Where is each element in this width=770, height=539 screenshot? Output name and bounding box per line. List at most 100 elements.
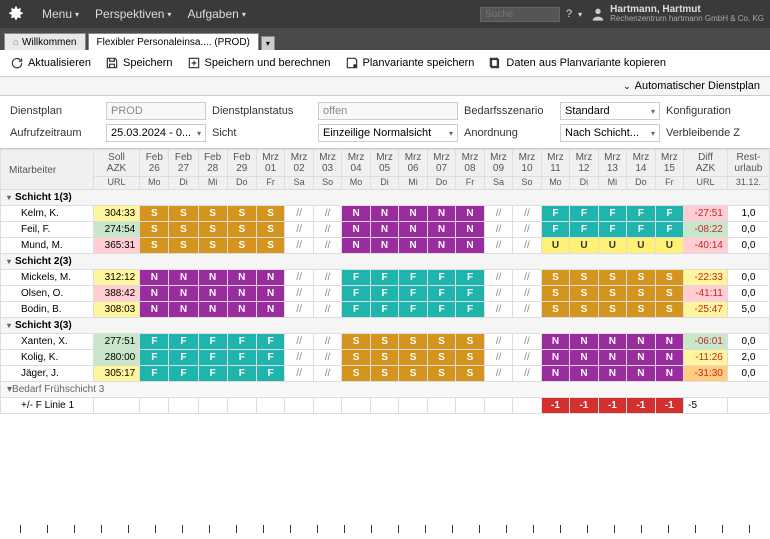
shift-cell[interactable]: N (570, 334, 598, 350)
shift-cell[interactable]: N (227, 286, 256, 302)
shift-cell[interactable]: // (513, 366, 541, 382)
shift-cell[interactable]: S (370, 350, 398, 366)
shift-cell[interactable]: S (256, 238, 284, 254)
shift-cell[interactable]: F (140, 350, 169, 366)
shift-cell[interactable]: F (256, 350, 284, 366)
shift-cell[interactable]: S (541, 286, 569, 302)
shift-cell[interactable]: S (399, 350, 427, 366)
shift-cell[interactable]: N (456, 238, 484, 254)
shift-cell[interactable]: // (484, 286, 512, 302)
shift-cell[interactable]: N (227, 270, 256, 286)
shift-cell[interactable]: // (513, 270, 541, 286)
shift-cell[interactable]: // (313, 334, 341, 350)
shift-cell[interactable]: N (256, 302, 284, 318)
shift-cell[interactable]: F (427, 286, 455, 302)
shift-cell[interactable]: F (570, 206, 598, 222)
shift-cell[interactable]: F (169, 334, 198, 350)
table-row[interactable]: Olsen, O.388:42NNNNN////FFFFF////SSSSS-4… (1, 286, 770, 302)
shift-cell[interactable]: N (256, 286, 284, 302)
shift-cell[interactable]: N (456, 222, 484, 238)
tab-dropdown[interactable]: ▾ (261, 36, 275, 50)
shift-cell[interactable]: N (427, 206, 455, 222)
shift-cell[interactable]: F (456, 270, 484, 286)
shift-cell[interactable]: // (285, 286, 313, 302)
shift-cell[interactable]: N (399, 238, 427, 254)
shift-cell[interactable]: // (513, 286, 541, 302)
demand-group-row[interactable]: ▾Bedarf Frühschicht 3 (1, 382, 770, 398)
group-row[interactable]: ▾Schicht 2(3) (1, 254, 770, 270)
menu-perspectives[interactable]: Perspektiven▾ (87, 7, 179, 21)
shift-cell[interactable]: // (513, 238, 541, 254)
shift-cell[interactable]: N (198, 302, 227, 318)
shift-cell[interactable]: F (655, 222, 683, 238)
shift-cell[interactable]: F (456, 302, 484, 318)
shift-cell[interactable]: // (313, 238, 341, 254)
shift-cell[interactable]: // (513, 350, 541, 366)
shift-cell[interactable]: S (627, 270, 655, 286)
shift-cell[interactable]: F (570, 222, 598, 238)
menu-tasks[interactable]: Aufgaben▾ (179, 7, 253, 21)
shift-cell[interactable]: N (342, 222, 370, 238)
shift-cell[interactable]: N (598, 334, 626, 350)
shift-cell[interactable]: // (285, 350, 313, 366)
shift-cell[interactable]: S (541, 270, 569, 286)
shift-cell[interactable]: // (313, 206, 341, 222)
shift-cell[interactable]: F (198, 334, 227, 350)
shift-cell[interactable]: F (399, 302, 427, 318)
shift-cell[interactable]: N (169, 270, 198, 286)
shift-cell[interactable]: N (370, 222, 398, 238)
shift-cell[interactable]: // (313, 302, 341, 318)
shift-cell[interactable]: F (598, 206, 626, 222)
save-plan-button[interactable]: Planvariante speichern (345, 56, 475, 70)
group-row[interactable]: ▾Schicht 3(3) (1, 318, 770, 334)
shift-cell[interactable]: U (655, 238, 683, 254)
shift-cell[interactable]: S (342, 366, 370, 382)
shift-cell[interactable]: // (313, 350, 341, 366)
shift-cell[interactable]: N (456, 206, 484, 222)
shift-cell[interactable]: N (399, 222, 427, 238)
save-calc-button[interactable]: Speichern und berechnen (187, 56, 331, 70)
shift-cell[interactable]: S (456, 366, 484, 382)
table-row[interactable]: Feil, F.274:54SSSSS////NNNNN////FFFFF-08… (1, 222, 770, 238)
shift-cell[interactable]: F (256, 366, 284, 382)
shift-cell[interactable]: F (399, 286, 427, 302)
shift-cell[interactable]: U (541, 238, 569, 254)
table-row[interactable]: Jäger, J.305:17FFFFF////SSSSS////NNNNN-3… (1, 366, 770, 382)
shift-cell[interactable]: N (342, 238, 370, 254)
shift-cell[interactable]: S (140, 238, 169, 254)
shift-cell[interactable]: S (627, 302, 655, 318)
shift-cell[interactable]: // (313, 366, 341, 382)
shift-cell[interactable]: U (627, 238, 655, 254)
shift-cell[interactable]: S (598, 270, 626, 286)
shift-cell[interactable]: // (285, 222, 313, 238)
sicht-select[interactable]: Einzeilige Normalsicht▾ (318, 124, 458, 142)
shift-cell[interactable]: N (541, 334, 569, 350)
copy-plan-button[interactable]: Daten aus Planvariante kopieren (488, 56, 666, 70)
shift-cell[interactable]: S (399, 366, 427, 382)
shift-cell[interactable]: N (198, 270, 227, 286)
refresh-button[interactable]: Aktualisieren (10, 56, 91, 70)
table-row[interactable]: Kelm, K.304:33SSSSS////NNNNN////FFFFF-27… (1, 206, 770, 222)
shift-cell[interactable]: F (427, 302, 455, 318)
shift-cell[interactable]: S (570, 286, 598, 302)
table-row[interactable]: Xanten, X.277:51FFFFF////SSSSS////NNNNN-… (1, 334, 770, 350)
shift-cell[interactable]: N (655, 350, 683, 366)
shift-cell[interactable]: F (427, 270, 455, 286)
shift-cell[interactable]: F (256, 334, 284, 350)
shift-cell[interactable]: S (570, 270, 598, 286)
shift-cell[interactable]: S (169, 238, 198, 254)
shift-cell[interactable]: N (227, 302, 256, 318)
shift-cell[interactable]: S (627, 286, 655, 302)
table-row[interactable]: Bodin, B.308:03NNNNN////FFFFF////SSSSS-2… (1, 302, 770, 318)
shift-cell[interactable]: // (513, 222, 541, 238)
shift-cell[interactable]: N (169, 286, 198, 302)
shift-cell[interactable]: S (140, 222, 169, 238)
shift-cell[interactable]: N (370, 206, 398, 222)
shift-cell[interactable]: // (513, 206, 541, 222)
anordnung-select[interactable]: Nach Schicht...▾ (560, 124, 660, 142)
szenario-select[interactable]: Standard▾ (560, 102, 660, 120)
help-icon[interactable]: ? (566, 8, 572, 20)
shift-cell[interactable]: F (169, 366, 198, 382)
shift-cell[interactable]: N (570, 350, 598, 366)
shift-cell[interactable]: N (399, 206, 427, 222)
